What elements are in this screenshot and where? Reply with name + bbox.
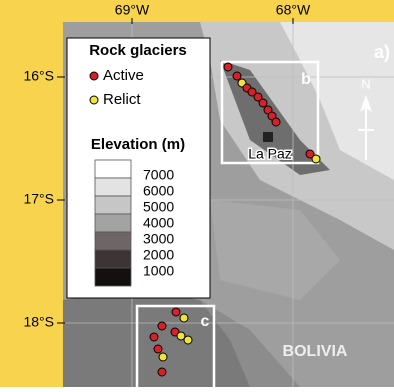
legend-item: Active: [103, 67, 144, 84]
lon-label: 69°W: [115, 2, 150, 18]
lat-label: 17°S: [23, 191, 54, 207]
city-label: La Paz: [248, 146, 292, 162]
lat-label: 18°S: [23, 314, 54, 330]
city-marker: [263, 132, 273, 142]
elevation-title: Elevation (m): [91, 136, 185, 153]
elevation-level: 4000: [143, 215, 174, 231]
map-figure: 69°W 68°W 16°S 17°S 18°S b c a) La Paz B…: [0, 0, 394, 387]
lat-label: 16°S: [23, 68, 54, 84]
legend: Rock glaciers Active Relict Elevation (m…: [67, 38, 210, 298]
panel-label: a): [374, 42, 390, 62]
lon-label: 68°W: [276, 2, 311, 18]
inset-label: b: [301, 71, 311, 88]
legend-item: Relict: [103, 91, 141, 108]
elevation-level: 2000: [143, 247, 174, 263]
legend-title: Rock glaciers: [89, 42, 187, 59]
elevation-level: 6000: [143, 183, 174, 199]
elevation-level: 5000: [143, 199, 174, 215]
elevation-level: 1000: [143, 263, 174, 279]
inset-label: c: [201, 313, 210, 330]
north-label: N: [361, 76, 370, 91]
elevation-level: 7000: [143, 167, 174, 183]
country-label: BOLIVIA: [283, 343, 348, 360]
elevation-level: 3000: [143, 231, 174, 247]
